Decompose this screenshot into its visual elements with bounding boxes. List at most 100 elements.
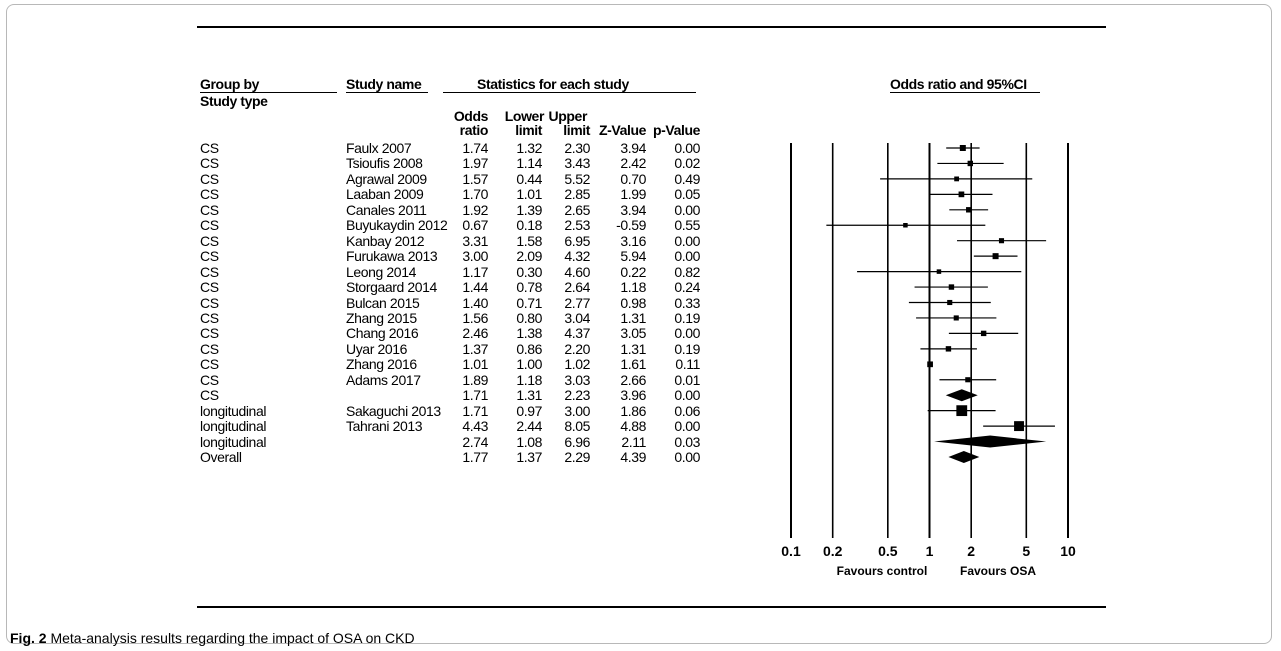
point-estimate (947, 299, 953, 306)
cell-upper: 3.00 (564, 402, 590, 419)
cell-group: longitudinal (200, 402, 267, 419)
cell-odds-ratio: 1.37 (462, 340, 488, 357)
favours-osa-label: Favours OSA (960, 564, 1036, 578)
favours-control-label: Favours control (837, 564, 928, 578)
cell-p-value: 0.00 (674, 387, 700, 404)
cell-group: longitudinal (200, 433, 267, 450)
cell-group: CS (200, 263, 219, 280)
bottom-rule (197, 606, 1106, 608)
header-group-by-underline (200, 92, 337, 93)
header-plot-title-underline (890, 92, 1040, 93)
point-estimate (965, 377, 971, 383)
cell-odds-ratio: 3.31 (462, 232, 488, 249)
cell-odds-ratio: 1.71 (462, 387, 488, 404)
cell-upper: 4.60 (564, 263, 590, 280)
cell-lower: 1.37 (516, 449, 542, 465)
header-lower-1: Lower (504, 108, 545, 124)
cell-group: CS (200, 371, 219, 388)
cell-p-value: 0.24 (674, 279, 700, 296)
header-statistics: Statistics for each study (477, 76, 629, 92)
x-tick-label: 1 (926, 543, 934, 559)
cell-study: Leong 2014 (346, 263, 416, 280)
header-study-name-underline (346, 92, 428, 93)
cell-lower: 1.39 (516, 201, 542, 218)
point-estimate (945, 346, 952, 352)
cell-p-value: 0.00 (674, 418, 700, 435)
header-odds-ratio-2: ratio (459, 122, 489, 138)
cell-upper: 1.02 (564, 356, 590, 373)
header-p-value: p-Value (653, 122, 700, 138)
cell-upper: 4.37 (564, 325, 590, 342)
cell-study: Storgaard 2014 (346, 279, 437, 296)
cell-odds-ratio: 4.43 (462, 418, 488, 435)
cell-odds-ratio: 1.74 (462, 140, 488, 156)
cell-upper: 3.03 (564, 371, 590, 388)
cell-lower: 2.09 (516, 248, 542, 265)
header-study-type: Study type (200, 93, 268, 109)
point-estimate (958, 191, 965, 198)
cell-odds-ratio: 1.17 (462, 263, 488, 280)
header-lower-2: limit (515, 122, 542, 138)
cell-lower: 0.71 (516, 294, 542, 311)
cell-odds-ratio: 0.67 (462, 217, 488, 234)
point-estimate (948, 284, 955, 290)
summary-diamond (948, 451, 980, 463)
cell-study: Furukawa 2013 (346, 248, 438, 265)
cell-study: Buyukaydin 2012 (346, 217, 448, 234)
x-tick-label: 0.2 (823, 543, 843, 559)
cell-upper: 6.96 (564, 433, 590, 450)
point-estimate (980, 330, 987, 337)
cell-study: Agrawal 2009 (346, 170, 427, 187)
cell-z-value: 3.16 (620, 232, 646, 249)
point-estimate (936, 269, 942, 274)
point-estimate (903, 223, 908, 228)
cell-study: Bulcan 2015 (346, 294, 420, 311)
cell-lower: 0.44 (516, 170, 542, 187)
cell-z-value: 2.66 (620, 371, 646, 388)
cell-upper: 4.32 (564, 248, 590, 265)
header-plot-title: Odds ratio and 95%CI (890, 76, 1027, 92)
cell-p-value: 0.49 (674, 170, 700, 187)
cell-z-value: 0.70 (620, 170, 646, 187)
summary-diamond (945, 389, 978, 402)
cell-p-value: 0.06 (674, 402, 700, 419)
cell-group: CS (200, 248, 219, 265)
cell-p-value: 0.11 (675, 356, 700, 373)
cell-z-value: 1.61 (620, 356, 646, 373)
cell-lower: 1.58 (516, 232, 542, 249)
cell-group: CS (200, 140, 219, 156)
cell-lower: 0.78 (516, 279, 542, 296)
cell-upper: 2.77 (564, 294, 590, 311)
cell-z-value: 4.39 (620, 449, 646, 465)
cell-odds-ratio: 1.70 (462, 186, 488, 203)
cell-upper: 3.04 (564, 309, 590, 326)
cell-z-value: 3.94 (620, 201, 646, 218)
caption-text: Meta-analysis results regarding the impa… (50, 630, 415, 646)
caption-label: Fig. 2 (10, 630, 47, 646)
cell-group: CS (200, 232, 219, 249)
cell-group: CS (200, 325, 219, 342)
top-rule (197, 26, 1106, 28)
cell-z-value: 1.99 (620, 186, 646, 203)
cell-z-value: 3.96 (620, 387, 646, 404)
header-odds-ratio-1: Odds (453, 108, 489, 124)
cell-upper: 2.53 (564, 217, 590, 234)
cell-z-value: 3.05 (620, 325, 646, 342)
point-estimate (992, 253, 999, 260)
cell-p-value: 0.19 (674, 340, 700, 357)
cell-lower: 1.31 (516, 387, 542, 404)
cell-group: CS (200, 279, 219, 296)
cell-lower: 1.38 (516, 325, 542, 342)
cell-p-value: 0.01 (674, 371, 700, 388)
cell-group: CS (200, 294, 219, 311)
point-estimate (956, 405, 968, 417)
cell-lower: 1.00 (516, 356, 542, 373)
point-estimate (998, 238, 1005, 244)
cell-odds-ratio: 1.71 (462, 402, 488, 419)
header-group-by: Group by (200, 76, 260, 92)
cell-p-value: 0.00 (674, 201, 700, 218)
cell-upper: 2.23 (564, 387, 590, 404)
cell-odds-ratio: 1.57 (462, 170, 488, 187)
cell-z-value: 2.11 (621, 433, 646, 450)
